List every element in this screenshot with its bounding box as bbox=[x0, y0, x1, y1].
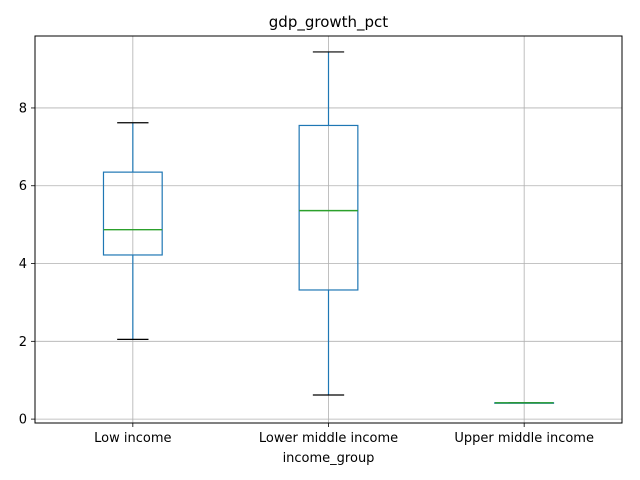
y-tick-label: 6 bbox=[19, 179, 27, 194]
iqr-box bbox=[102, 171, 163, 256]
y-tick-label: 4 bbox=[19, 257, 27, 272]
iqr-box bbox=[298, 124, 359, 291]
x-axis-label: income_group bbox=[283, 451, 375, 466]
box-low-income bbox=[102, 122, 163, 340]
tick-layer: 0 2 4 6 8 Low income Lower middle income Upper … bbox=[19, 101, 594, 446]
y-tick-label: 2 bbox=[19, 335, 27, 350]
box-layer bbox=[102, 51, 555, 404]
y-tick-label: 0 bbox=[19, 413, 27, 428]
x-tick-label: Low income bbox=[94, 431, 171, 446]
x-tick-label: Upper middle income bbox=[454, 431, 594, 446]
box-upper-middle-income bbox=[494, 402, 555, 404]
chart-title: gdp_growth_pct bbox=[269, 13, 389, 32]
x-tick-label: Lower middle income bbox=[259, 431, 398, 446]
y-tick-label: 8 bbox=[19, 101, 27, 116]
box-lower-middle-income bbox=[298, 51, 359, 396]
